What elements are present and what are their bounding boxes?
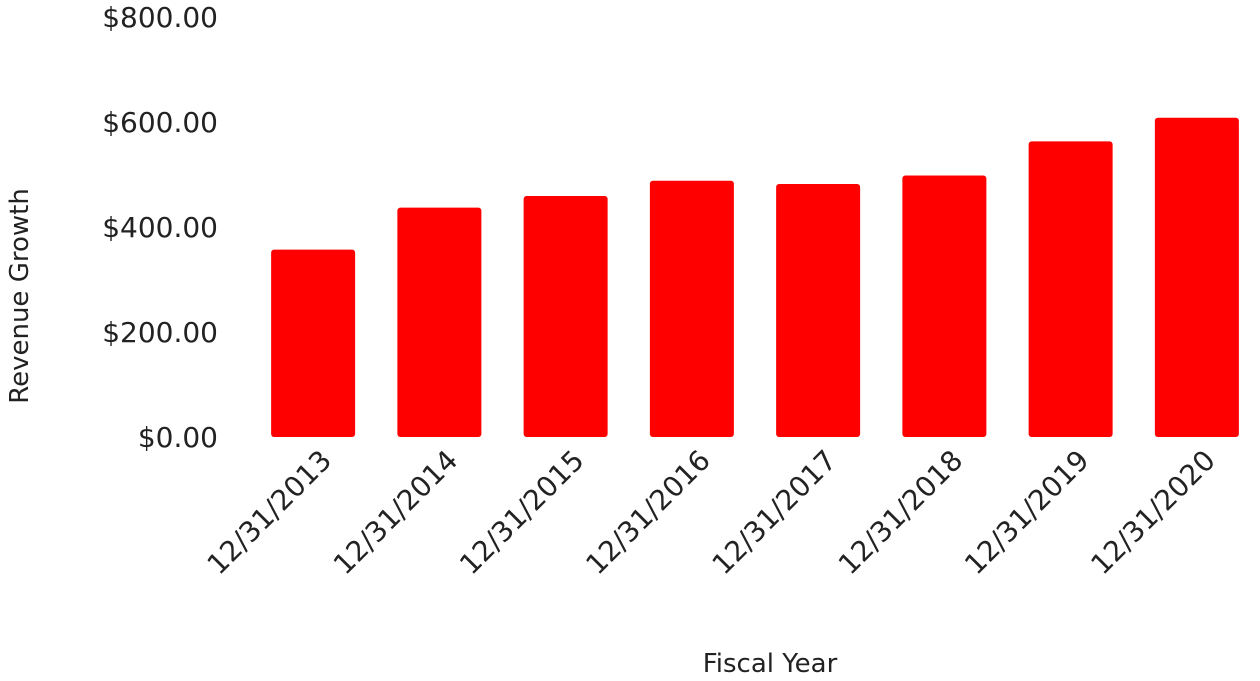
x-tick-label: 12/31/2020 [1084,444,1221,581]
y-tick-label: $0.00 [138,421,218,454]
bar [271,249,356,437]
x-tick-label: 12/31/2015 [453,444,590,581]
y-axis-ticks: $0.00 $200.00 $400.00 $600.00 $800.00 [102,1,218,454]
x-tick-label: 12/31/2018 [832,444,969,581]
x-tick-label: 12/31/2017 [706,444,843,581]
x-tick-label: 12/31/2013 [201,444,338,581]
x-axis-label: Fiscal Year [703,649,838,679]
bars [271,117,1239,438]
x-tick-label: 12/31/2016 [579,444,716,581]
x-tick-label: 12/31/2014 [327,444,464,581]
x-axis-ticks: 12/31/201312/31/201412/31/201512/31/2016… [201,444,1222,581]
bar [1154,117,1239,438]
y-tick-label: $800.00 [102,1,218,34]
bar [523,196,608,437]
bar [902,175,987,438]
bar [1028,141,1113,438]
y-tick-label: $400.00 [102,211,218,244]
y-tick-label: $600.00 [102,106,218,139]
bar [776,183,861,437]
y-axis-label: Revenue Growth [5,188,35,404]
y-tick-label: $200.00 [102,316,218,349]
bar [397,207,482,437]
x-tick-label: 12/31/2019 [958,444,1095,581]
bar [649,180,734,438]
